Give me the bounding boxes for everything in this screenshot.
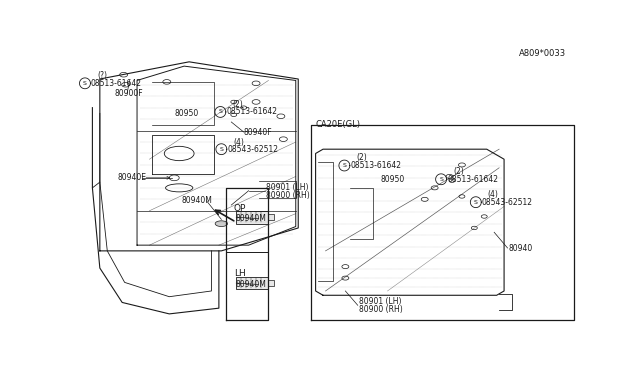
Circle shape — [277, 114, 285, 119]
Circle shape — [231, 113, 237, 116]
Circle shape — [481, 215, 487, 218]
Text: 80900F: 80900F — [115, 89, 143, 98]
Ellipse shape — [164, 146, 194, 161]
Text: 80940M: 80940M — [182, 196, 212, 205]
Circle shape — [471, 226, 477, 230]
Text: 80940M: 80940M — [236, 214, 266, 223]
Bar — [236, 211, 269, 224]
Text: S: S — [218, 109, 222, 115]
Circle shape — [120, 73, 127, 77]
Bar — [269, 280, 275, 286]
Text: (4): (4) — [234, 138, 244, 147]
Text: 08543-62512: 08543-62512 — [227, 145, 278, 154]
Ellipse shape — [215, 221, 228, 227]
Text: 80940E: 80940E — [117, 173, 146, 182]
Ellipse shape — [166, 184, 193, 192]
Circle shape — [231, 100, 237, 104]
Text: S: S — [83, 81, 87, 86]
Circle shape — [169, 175, 179, 181]
Text: 08513-61642: 08513-61642 — [91, 79, 142, 88]
Circle shape — [446, 174, 453, 179]
Text: 08513-61642: 08513-61642 — [227, 108, 277, 116]
Text: S: S — [342, 163, 346, 168]
Text: 80950: 80950 — [380, 175, 404, 184]
Circle shape — [459, 195, 465, 198]
Text: LH: LH — [234, 269, 246, 278]
Text: S: S — [220, 147, 223, 152]
Text: 80950: 80950 — [174, 109, 198, 118]
Text: 80940M: 80940M — [236, 280, 266, 289]
Circle shape — [252, 100, 260, 104]
Circle shape — [431, 186, 438, 190]
Text: 80900 (RH): 80900 (RH) — [266, 190, 310, 199]
Circle shape — [458, 163, 465, 167]
Circle shape — [163, 80, 171, 84]
Text: (2): (2) — [453, 167, 464, 176]
Text: (2): (2) — [356, 153, 367, 162]
Text: 80940: 80940 — [508, 244, 532, 253]
Circle shape — [342, 264, 349, 269]
Text: 80901 (LH): 80901 (LH) — [266, 183, 308, 192]
Text: OP: OP — [234, 204, 246, 213]
Text: (?): (?) — [97, 71, 108, 80]
Text: (2): (2) — [233, 100, 243, 109]
Circle shape — [252, 81, 260, 86]
Circle shape — [122, 83, 129, 87]
Bar — [236, 277, 269, 289]
Text: 80901 (LH): 80901 (LH) — [359, 297, 401, 306]
Circle shape — [342, 276, 349, 280]
Circle shape — [241, 106, 246, 109]
Text: 08513-61642: 08513-61642 — [447, 175, 498, 184]
Circle shape — [449, 179, 455, 182]
Circle shape — [280, 137, 287, 141]
Circle shape — [421, 197, 428, 201]
Text: S: S — [439, 177, 443, 182]
Text: 80900 (RH): 80900 (RH) — [359, 305, 403, 314]
Text: S: S — [474, 200, 477, 205]
Text: (4): (4) — [488, 190, 499, 199]
Text: CA20E(GL): CA20E(GL) — [316, 120, 360, 129]
Text: 80940F: 80940F — [244, 128, 272, 137]
Text: 08513-61642: 08513-61642 — [350, 161, 401, 170]
Text: 08543-62512: 08543-62512 — [482, 198, 532, 207]
Text: A809*0033: A809*0033 — [519, 49, 566, 58]
Bar — [269, 214, 275, 220]
